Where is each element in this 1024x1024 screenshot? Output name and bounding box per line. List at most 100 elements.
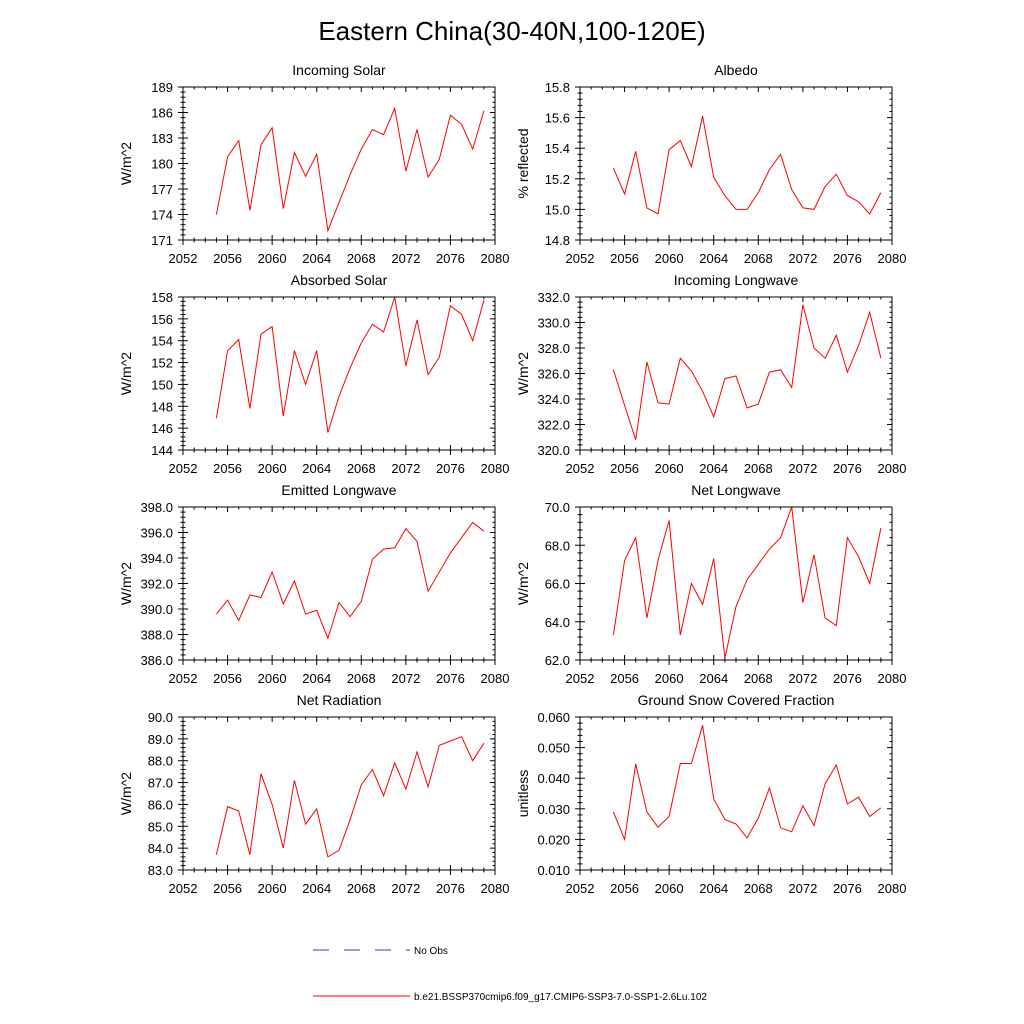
x-tick-label: 2072: [391, 251, 420, 266]
y-tick-label: 322.0: [537, 418, 570, 433]
x-tick-label: 2052: [566, 461, 595, 476]
plot-frame: [579, 86, 893, 241]
panel-title: Net Longwave: [691, 482, 781, 498]
y-axis-label: W/m^2: [515, 562, 531, 605]
x-tick-label: 2072: [391, 461, 420, 476]
y-tick-label: 15.8: [545, 80, 570, 95]
panel-title: Net Radiation: [297, 692, 382, 708]
series-line: [216, 521, 485, 640]
y-tick-label: 0.040: [537, 771, 570, 786]
series-line: [612, 115, 882, 215]
x-tick-label: 2056: [213, 671, 242, 686]
y-tick-label: 180: [151, 157, 173, 172]
y-tick-label: 148: [151, 399, 173, 414]
x-tick-label: 2056: [610, 461, 639, 476]
y-tick-label: 154: [151, 334, 173, 349]
y-tick-label: 88.0: [148, 754, 173, 769]
x-tick-label: 2072: [788, 881, 817, 896]
x-tick-label: 2060: [258, 461, 287, 476]
x-tick-label: 2072: [391, 881, 420, 896]
y-tick-label: 386.0: [140, 653, 173, 668]
panel-net-radiation: Net Radiation W/m^2 2052 2056 2060 2064 2068 20…: [118, 692, 509, 896]
x-tick-label: 2068: [744, 671, 773, 686]
x-tick-label: 2076: [833, 251, 862, 266]
y-tick-label: 177: [151, 182, 173, 197]
x-tick-label: 2064: [302, 251, 331, 266]
x-tick-label: 2076: [436, 251, 465, 266]
y-tick-label: 62.0: [545, 653, 570, 668]
series-line: [612, 304, 882, 440]
x-tick-label: 2052: [169, 671, 198, 686]
y-tick-label: 84.0: [148, 841, 173, 856]
y-tick-label: 390.0: [140, 602, 173, 617]
plot-frame: [182, 506, 496, 661]
y-tick-label: 86.0: [148, 797, 173, 812]
y-axis-label: W/m^2: [118, 562, 134, 605]
x-tick-label: 2072: [391, 671, 420, 686]
x-tick-label: 2080: [878, 881, 907, 896]
y-tick-label: 64.0: [545, 615, 570, 630]
x-tick-label: 2056: [610, 251, 639, 266]
x-tick-label: 2064: [699, 461, 728, 476]
legend-no-obs-label: No Obs: [414, 946, 448, 957]
y-tick-label: 0.020: [537, 832, 570, 847]
panel-title: Incoming Solar: [292, 62, 386, 78]
y-tick-label: 70.0: [545, 500, 570, 515]
y-tick-label: 146: [151, 421, 173, 436]
y-tick-label: 14.8: [545, 233, 570, 248]
y-axis-label: % reflected: [515, 128, 531, 198]
x-tick-label: 2080: [481, 671, 510, 686]
x-tick-label: 2076: [833, 671, 862, 686]
y-tick-label: 396.0: [140, 526, 173, 541]
x-tick-label: 2052: [566, 881, 595, 896]
x-tick-label: 2076: [436, 881, 465, 896]
series-line: [215, 296, 485, 433]
panel-grid: Incoming Solar W/m^2 2052 2056 2060 2064 2068 2…: [118, 62, 906, 896]
y-tick-label: 320.0: [537, 443, 570, 458]
y-tick-label: 90.0: [148, 710, 173, 725]
panel-emitted-longwave: Emitted Longwave W/m^2 2052 2056 2060 2064 206…: [118, 482, 509, 686]
x-tick-label: 2052: [169, 251, 198, 266]
x-tick-label: 2068: [347, 881, 376, 896]
y-tick-label: 330.0: [537, 316, 570, 331]
plot-frame: [579, 506, 893, 661]
x-tick-label: 2060: [655, 251, 684, 266]
x-tick-label: 2060: [655, 671, 684, 686]
x-tick-label: 2068: [744, 461, 773, 476]
y-tick-label: 388.0: [140, 628, 173, 643]
x-tick-label: 2060: [655, 461, 684, 476]
plot-frame: [182, 296, 496, 451]
x-tick-label: 2080: [481, 881, 510, 896]
x-tick-label: 2052: [169, 881, 198, 896]
y-tick-label: 89.0: [148, 732, 173, 747]
x-tick-label: 2080: [481, 251, 510, 266]
y-tick-label: 158: [151, 290, 173, 305]
x-tick-label: 2056: [213, 881, 242, 896]
x-tick-label: 2064: [699, 881, 728, 896]
y-axis-label: W/m^2: [118, 772, 134, 815]
y-tick-label: 324.0: [537, 392, 570, 407]
x-tick-label: 2072: [788, 251, 817, 266]
x-tick-label: 2064: [699, 251, 728, 266]
panel-title: Emitted Longwave: [281, 482, 396, 498]
panel-incoming-longwave: Incoming Longwave W/m^2 2052 2056 2060 2064 20…: [515, 272, 906, 476]
panel-albedo: Albedo % reflected 2052 2056 2060 2064 2068 207…: [515, 62, 906, 266]
y-tick-label: 0.010: [537, 863, 570, 878]
y-tick-label: 0.060: [537, 710, 570, 725]
y-tick-label: 68.0: [545, 538, 570, 553]
x-tick-label: 2072: [788, 671, 817, 686]
panel-title: Ground Snow Covered Fraction: [638, 692, 835, 708]
y-tick-label: 152: [151, 356, 173, 371]
x-tick-label: 2076: [436, 461, 465, 476]
x-tick-label: 2056: [213, 461, 242, 476]
y-axis-label: W/m^2: [118, 142, 134, 185]
series-line: [215, 106, 485, 233]
x-tick-label: 2068: [347, 671, 376, 686]
x-tick-label: 2060: [258, 251, 287, 266]
y-tick-label: 150: [151, 377, 173, 392]
x-tick-label: 2080: [481, 461, 510, 476]
x-tick-label: 2068: [744, 881, 773, 896]
y-tick-label: 392.0: [140, 577, 173, 592]
x-tick-label: 2060: [655, 881, 684, 896]
y-tick-label: 398.0: [140, 500, 173, 515]
